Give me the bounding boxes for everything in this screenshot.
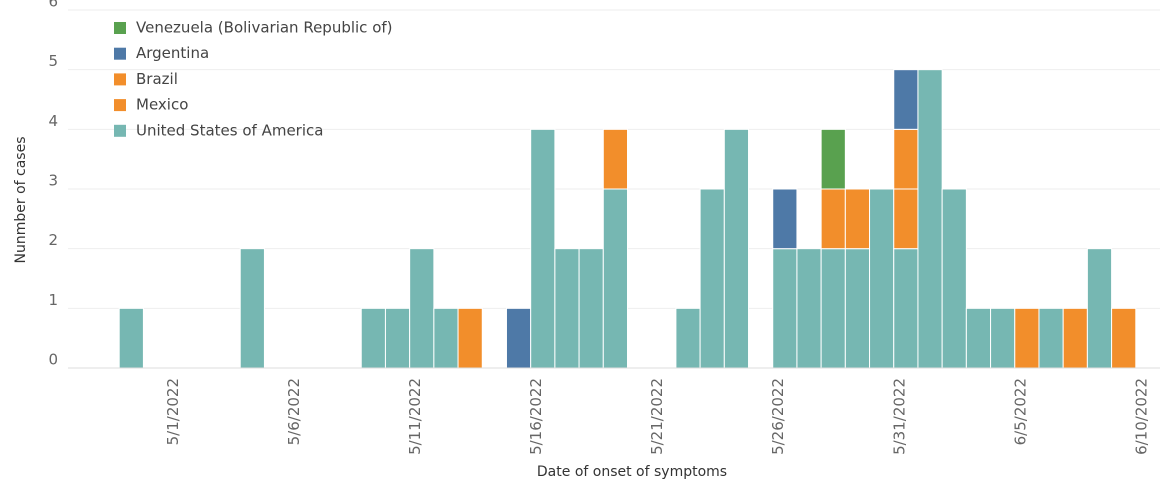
bar-segment [554, 248, 580, 369]
x-axis-title: Date of onset of symptoms [537, 464, 727, 480]
bar-segment [990, 307, 1016, 369]
legend-label: Venezuela (Bolivarian Republic of) [136, 19, 393, 37]
bar-segment [1086, 248, 1113, 369]
bar-segment [1062, 307, 1088, 369]
bar-segment [1014, 307, 1040, 369]
bar-segment [1038, 307, 1064, 369]
bar-segment [941, 188, 967, 369]
legend-swatch [114, 124, 126, 137]
bar-segment [409, 248, 435, 369]
x-tick-label: 5/11/2022 [406, 378, 424, 455]
bar-segment [602, 128, 629, 190]
y-tick-label: 3 [48, 172, 58, 190]
bar-segment [602, 188, 629, 369]
x-tick-label: 5/6/2022 [285, 378, 303, 445]
legend-swatch [114, 47, 126, 60]
bar-segment [869, 188, 895, 369]
bar-segment [893, 188, 919, 250]
bar-segment [384, 307, 411, 369]
y-tick-label: 2 [48, 231, 58, 249]
bar-segment [723, 128, 750, 369]
bar-segment [1111, 307, 1137, 369]
x-tick-label: 5/21/2022 [648, 378, 666, 455]
x-tick-label: 6/10/2022 [1132, 378, 1150, 455]
legend-label: Mexico [136, 96, 188, 114]
bar-segment [699, 188, 725, 369]
y-axis-title: Nunmber of cases [13, 137, 29, 264]
bar-segment [820, 188, 846, 250]
bar-segment [118, 307, 144, 369]
x-tick-label: 6/5/2022 [1011, 378, 1029, 445]
bar-segment [965, 307, 992, 369]
bar-segment [530, 128, 556, 369]
bar-segment [820, 128, 846, 190]
y-tick-label: 0 [48, 351, 58, 369]
x-tick-label: 5/1/2022 [164, 378, 182, 445]
bar-segment [239, 248, 265, 369]
bar-segment [675, 307, 701, 369]
bar-segment [772, 248, 798, 369]
legend-label: United States of America [136, 121, 323, 139]
bar-segment [457, 307, 483, 369]
x-tick-label: 5/31/2022 [890, 378, 908, 455]
y-tick-label: 5 [48, 52, 58, 70]
bar-segment [917, 69, 943, 369]
bar-segment [844, 248, 871, 369]
bar-segment [772, 188, 798, 250]
y-tick-label: 4 [48, 112, 58, 130]
bar-segment [360, 307, 386, 369]
bar-segment [433, 307, 459, 369]
legend-label: Argentina [136, 44, 209, 62]
x-tick-label: 5/16/2022 [527, 378, 545, 455]
bar-segment [505, 307, 532, 369]
legend-swatch [114, 73, 126, 86]
bar-segment [820, 248, 846, 369]
bar-segment [796, 248, 822, 369]
y-tick-label: 6 [48, 0, 58, 11]
legend-swatch [114, 22, 126, 34]
x-tick-label: 5/26/2022 [769, 378, 787, 455]
y-tick-label: 1 [48, 291, 58, 309]
bar-segment [893, 248, 919, 369]
bar-segment [578, 248, 604, 369]
bar-segment [893, 128, 919, 190]
legend-label: Brazil [136, 70, 178, 88]
bar-segment [844, 188, 871, 250]
legend-swatch [114, 99, 126, 112]
bar-segment [893, 69, 919, 130]
